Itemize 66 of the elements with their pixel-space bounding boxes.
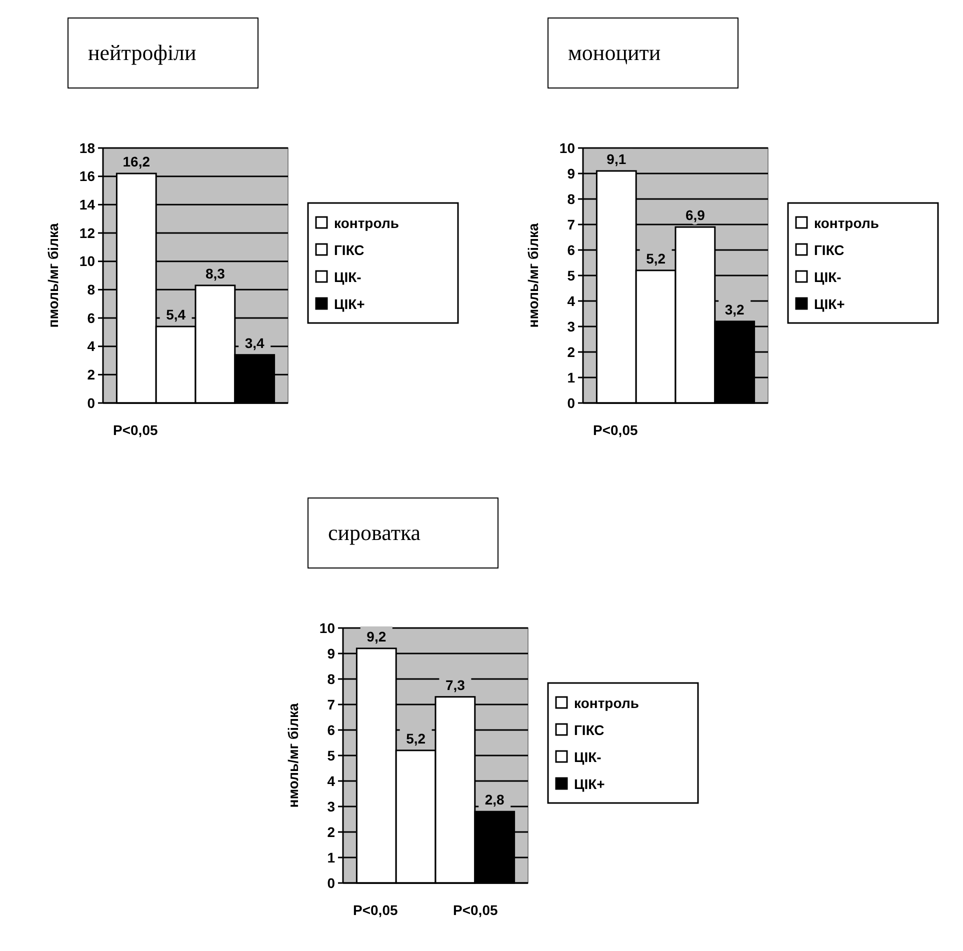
legend-label: ГІКС — [574, 722, 604, 738]
y-tick-label: 12 — [79, 224, 96, 241]
chart-title: нейтрофіли — [88, 40, 197, 65]
chart-title: сироватка — [328, 520, 421, 545]
y-tick-label: 5 — [567, 267, 576, 284]
data-label: 6,9 — [685, 207, 706, 224]
y-tick-label: 8 — [567, 190, 576, 207]
text: P<0,05 — [453, 902, 498, 918]
data-label: 5,2 — [646, 250, 666, 266]
legend-label: ЦІК- — [334, 269, 362, 285]
y-tick-label: 0 — [327, 874, 336, 891]
y-tick-label: 1 — [567, 369, 576, 386]
data-label: 3,4 — [244, 334, 265, 351]
legend-label: ЦІК+ — [334, 296, 365, 312]
legend-label: ЦІК+ — [814, 296, 845, 312]
y-tick-label: 10 — [79, 253, 96, 270]
text: P<0,05 — [593, 422, 638, 438]
y-tick-label: 9 — [327, 645, 336, 662]
data-label: 7,3 — [445, 676, 466, 693]
legend-label: ГІКС — [814, 242, 844, 258]
y-tick-label: 4 — [327, 772, 336, 789]
y-tick-label: 7 — [327, 696, 336, 712]
text: P<0,05 — [113, 422, 158, 438]
y-tick-label: 3 — [567, 318, 576, 334]
legend-label: ЦІК- — [574, 749, 602, 765]
y-axis-title: пмоль/мг білка — [45, 223, 61, 328]
data-label: 5,2 — [406, 730, 426, 746]
legend-label: контроль — [574, 695, 640, 711]
legend-label: контроль — [334, 215, 400, 231]
legend-label: ЦІК- — [814, 269, 842, 285]
y-tick-label: 8 — [87, 282, 96, 298]
y-tick-label: 6 — [567, 242, 576, 258]
y-tick-label: 10 — [319, 620, 336, 636]
data-label: 3,2 — [724, 301, 745, 318]
y-tick-label: 2 — [327, 824, 336, 840]
data-label: 8,3 — [205, 265, 226, 282]
y-tick-label: 6 — [327, 722, 336, 738]
text: P<0,05 — [353, 902, 398, 918]
y-tick-label: 5 — [327, 747, 336, 764]
data-label: 2,8 — [484, 792, 505, 808]
y-tick-label: 2 — [87, 366, 96, 383]
y-tick-label: 10 — [559, 140, 576, 156]
data-label: 9,1 — [606, 150, 626, 167]
y-tick-label: 6 — [87, 310, 96, 326]
data-label: 5,4 — [166, 306, 186, 322]
y-tick-label: 3 — [327, 798, 336, 814]
chart-title: моноцити — [568, 40, 661, 65]
legend-label: ГІКС — [334, 242, 364, 258]
y-tick-label: 0 — [87, 394, 96, 411]
legend-label: ЦІК+ — [574, 776, 605, 792]
y-tick-label: 16 — [79, 168, 96, 184]
y-tick-label: 4 — [567, 292, 576, 309]
y-tick-label: 4 — [87, 338, 96, 354]
y-tick-label: 18 — [79, 140, 96, 156]
y-axis-title: нмоль/мг білка — [285, 703, 301, 808]
y-tick-label: 0 — [567, 394, 576, 411]
y-axis-title: нмоль/мг білка — [525, 223, 541, 328]
y-tick-label: 1 — [327, 849, 336, 866]
data-label: 16,2 — [122, 154, 150, 170]
legend-label: контроль — [814, 215, 880, 231]
y-tick-label: 9 — [567, 165, 576, 182]
y-tick-label: 7 — [567, 216, 576, 232]
y-tick-label: 2 — [567, 344, 576, 360]
y-tick-label: 14 — [79, 196, 96, 213]
y-tick-label: 8 — [327, 670, 336, 687]
data-label: 9,2 — [366, 628, 386, 644]
